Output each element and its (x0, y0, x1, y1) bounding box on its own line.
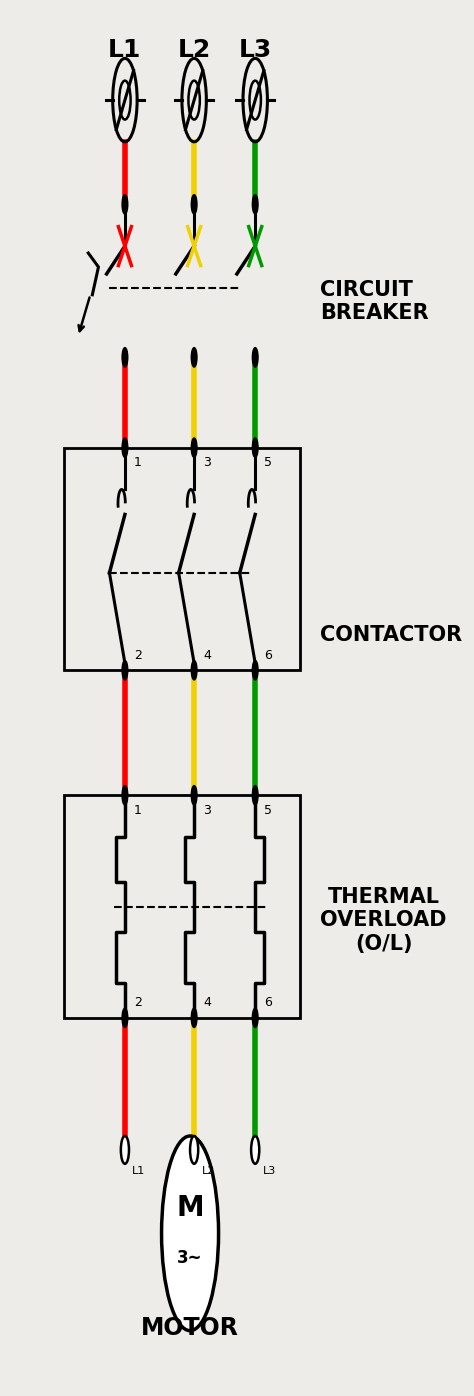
Circle shape (252, 438, 258, 458)
Circle shape (121, 1136, 129, 1164)
Circle shape (252, 660, 258, 680)
Text: 5: 5 (264, 804, 272, 817)
Text: 4: 4 (203, 997, 211, 1009)
Text: L2: L2 (177, 38, 211, 61)
Text: L2: L2 (201, 1166, 215, 1175)
Circle shape (122, 438, 128, 458)
Text: CIRCUIT
BREAKER: CIRCUIT BREAKER (320, 281, 429, 324)
Circle shape (122, 194, 128, 214)
Text: 2: 2 (134, 649, 142, 662)
Circle shape (252, 786, 258, 805)
Circle shape (251, 1136, 259, 1164)
Text: 1: 1 (134, 456, 142, 469)
Text: L1: L1 (108, 38, 142, 61)
Text: 4: 4 (203, 649, 211, 662)
Circle shape (162, 1136, 219, 1330)
Text: 6: 6 (264, 649, 272, 662)
Text: 3: 3 (203, 804, 211, 817)
Circle shape (191, 660, 197, 680)
Text: 2: 2 (134, 997, 142, 1009)
Text: L3: L3 (238, 38, 272, 61)
Text: CONTACTOR: CONTACTOR (320, 625, 463, 645)
Text: M: M (176, 1195, 204, 1223)
Circle shape (191, 438, 197, 458)
Text: THERMAL
OVERLOAD
(O/L): THERMAL OVERLOAD (O/L) (320, 888, 447, 953)
Circle shape (191, 348, 197, 367)
Circle shape (252, 348, 258, 367)
Circle shape (252, 194, 258, 214)
Text: 5: 5 (264, 456, 272, 469)
Circle shape (190, 1136, 198, 1164)
Text: 6: 6 (264, 997, 272, 1009)
Text: MOTOR: MOTOR (141, 1316, 239, 1340)
Text: 3~: 3~ (177, 1249, 203, 1268)
Text: L1: L1 (132, 1166, 146, 1175)
Text: 1: 1 (134, 804, 142, 817)
Text: 3: 3 (203, 456, 211, 469)
Circle shape (122, 348, 128, 367)
Circle shape (191, 194, 197, 214)
Circle shape (122, 786, 128, 805)
Circle shape (191, 1008, 197, 1027)
Circle shape (252, 1008, 258, 1027)
Circle shape (122, 660, 128, 680)
Circle shape (191, 786, 197, 805)
Text: L3: L3 (263, 1166, 276, 1175)
Circle shape (122, 1008, 128, 1027)
